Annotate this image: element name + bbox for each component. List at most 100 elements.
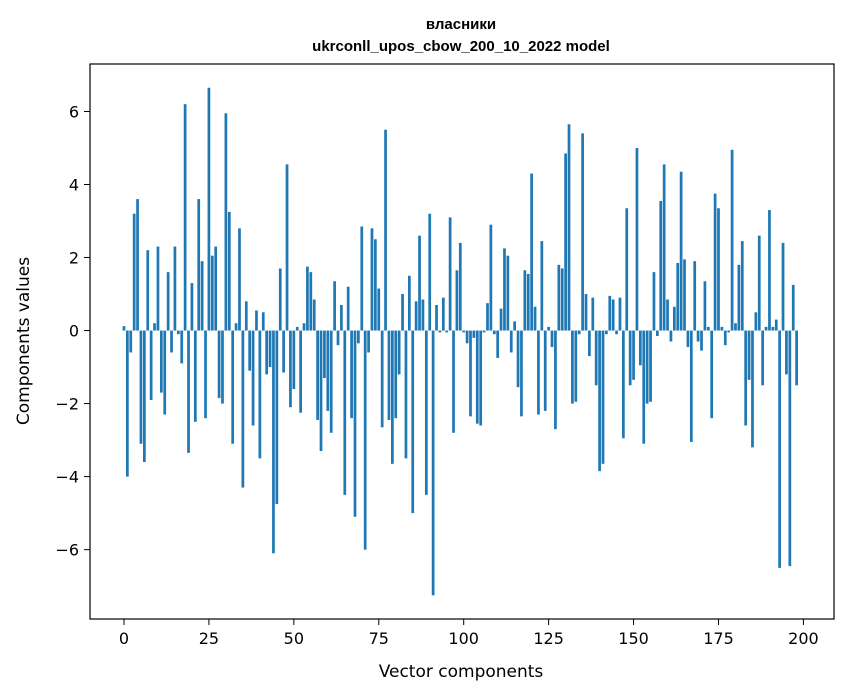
y-tick-label: 0: [69, 322, 79, 341]
bar-169: [696, 330, 700, 342]
bar-87: [418, 235, 421, 331]
bar-86: [414, 301, 418, 331]
y-tick-label: −4: [55, 468, 79, 487]
bar-128: [557, 264, 561, 331]
bar-53: [302, 323, 306, 331]
bar-61: [329, 330, 333, 433]
bar-85: [411, 330, 415, 514]
bar-66: [346, 286, 350, 331]
bar-56: [312, 299, 316, 331]
bar-137: [588, 330, 591, 357]
x-tick-label: 100: [448, 629, 479, 648]
bar-181: [737, 264, 741, 331]
bar-174: [713, 193, 717, 331]
bar-145: [615, 330, 618, 335]
bar-131: [567, 124, 571, 331]
bar-185: [751, 330, 754, 448]
bar-21: [193, 330, 197, 422]
bar-54: [306, 266, 309, 331]
bar-125: [547, 326, 550, 331]
plot-frame: [89, 63, 835, 620]
bar-93: [438, 330, 442, 333]
bar-41: [261, 312, 265, 331]
bar-91: [431, 330, 435, 596]
bar-117: [520, 330, 523, 417]
bar-167: [689, 330, 693, 442]
bar-165: [683, 259, 686, 331]
bar-29: [221, 330, 224, 404]
y-tick-label: −2: [55, 395, 79, 414]
bar-64: [340, 304, 343, 331]
bar-160: [666, 299, 669, 331]
bar-135: [581, 133, 584, 331]
bar-119: [526, 273, 530, 331]
y-axis: −6 −4 −2 0 2 4 6: [55, 102, 90, 560]
x-tick-label: 0: [119, 629, 129, 648]
bar-168: [693, 261, 697, 331]
bar-50: [292, 330, 296, 389]
bar-89: [424, 330, 428, 495]
bar-150: [632, 330, 635, 380]
bar-90: [428, 213, 432, 331]
bar-123: [540, 241, 544, 331]
bar-99: [458, 242, 462, 331]
bar-30: [224, 113, 228, 331]
bar-198: [795, 330, 798, 386]
bar-113: [506, 255, 510, 331]
bar-161: [669, 330, 673, 342]
bar-157: [655, 330, 659, 337]
bar-178: [727, 330, 731, 333]
bar-19: [187, 330, 190, 453]
bar-195: [785, 330, 788, 375]
bar-104: [475, 330, 479, 424]
bar-126: [550, 330, 554, 347]
bar-120: [530, 173, 533, 331]
bar-9: [153, 323, 156, 331]
bar-100: [462, 330, 466, 333]
bar-28: [217, 330, 221, 399]
bar-78: [387, 330, 391, 421]
bar-43: [268, 330, 272, 368]
bar-57: [316, 330, 319, 421]
bar-197: [791, 284, 795, 331]
bar-192: [774, 319, 778, 331]
bar-182: [740, 241, 744, 331]
bar-31: [227, 211, 231, 331]
bar-69: [357, 330, 360, 344]
bar-98: [455, 270, 459, 331]
bar-27: [214, 246, 218, 331]
bar-67: [350, 330, 353, 419]
bar-35: [241, 330, 245, 488]
bar-148: [625, 208, 629, 331]
bar-55: [309, 272, 313, 331]
bar-25: [207, 87, 211, 331]
bar-5: [139, 330, 143, 444]
bar-193: [778, 330, 781, 568]
bar-124: [543, 330, 547, 411]
bar-72: [367, 330, 370, 353]
bar-105: [479, 330, 483, 426]
bar-122: [537, 330, 540, 415]
bar-17: [180, 330, 184, 364]
bar-45: [275, 330, 279, 504]
bar-8: [149, 330, 153, 400]
bar-14: [170, 330, 173, 353]
bar-155: [649, 330, 652, 402]
bar-94: [441, 297, 445, 331]
bar-101: [465, 330, 469, 344]
x-axis-label: Vector components: [379, 662, 544, 682]
bar-140: [598, 330, 601, 472]
y-tick-label: 2: [69, 249, 79, 268]
bar-151: [635, 147, 639, 331]
bar-162: [672, 306, 676, 331]
x-tick-label: 75: [369, 629, 389, 648]
bar-146: [618, 297, 622, 331]
bar-4: [136, 199, 139, 331]
bar-13: [166, 272, 170, 331]
bar-92: [435, 304, 438, 331]
bar-184: [747, 330, 751, 380]
bar-187: [757, 235, 761, 331]
x-tick-label: 200: [788, 629, 819, 648]
bar-97: [452, 330, 455, 433]
bar-141: [601, 330, 605, 464]
